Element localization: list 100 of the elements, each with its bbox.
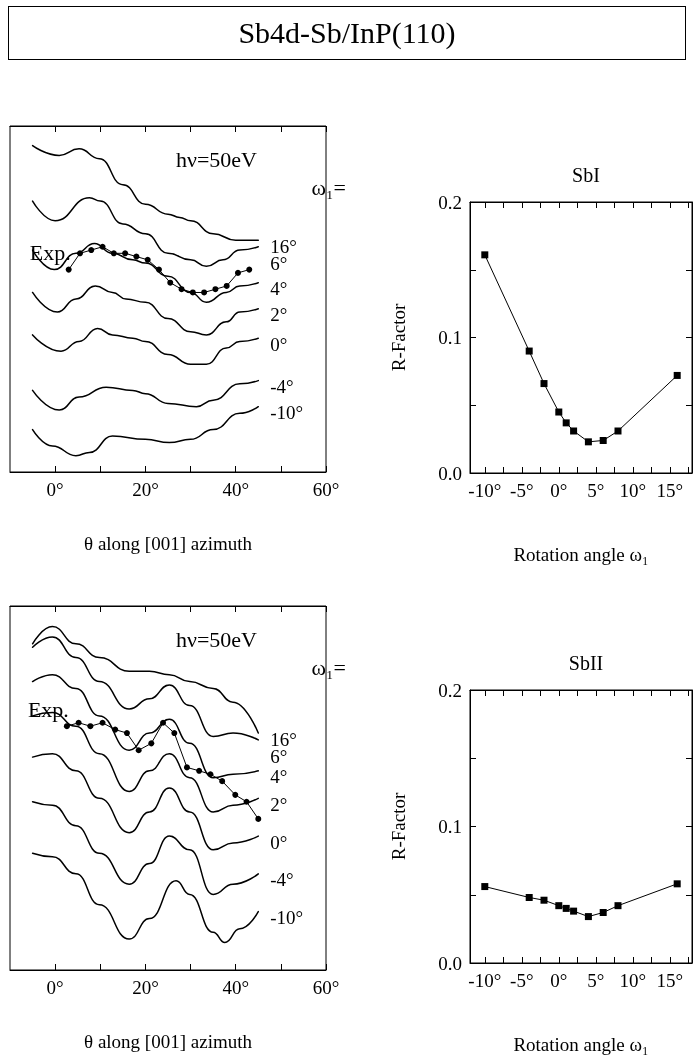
point <box>207 771 214 778</box>
series-label: 4° <box>270 278 288 300</box>
y-tick-label: 0.2 <box>438 191 462 213</box>
point <box>599 908 607 916</box>
point <box>133 253 140 260</box>
point <box>99 719 106 726</box>
x-tick-label: 0° <box>46 977 64 998</box>
annotation: ω₁= <box>311 654 346 680</box>
point <box>562 419 570 427</box>
point <box>255 815 262 822</box>
y-tick-label: 0.2 <box>438 679 462 701</box>
point <box>234 269 241 276</box>
y-tick-label: 0.0 <box>438 462 462 484</box>
point <box>63 723 70 730</box>
x-axis-title: Rotation angle ω₁ <box>513 544 649 565</box>
series-label: 0° <box>270 831 288 853</box>
x-tick-label: 0° <box>46 479 64 500</box>
point <box>201 289 208 296</box>
y-axis-title: R-Factor <box>388 303 409 372</box>
point <box>75 719 82 726</box>
point <box>599 436 607 444</box>
point <box>525 347 533 355</box>
point <box>223 282 230 289</box>
x-tick-label: -10° <box>468 970 502 991</box>
y-tick-label: 0.1 <box>438 816 462 837</box>
point <box>243 798 250 805</box>
x-tick-label: -5° <box>510 480 534 501</box>
point <box>167 279 174 286</box>
chart-title: SbII <box>568 652 604 674</box>
x-tick-label: 40° <box>222 479 250 500</box>
point <box>570 907 578 915</box>
x-tick-label: 0° <box>550 480 568 501</box>
x-tick-label: 20° <box>132 977 159 998</box>
y-axis-title: R-Factor <box>388 792 409 861</box>
point <box>570 427 578 435</box>
x-tick-label: 10° <box>619 480 647 501</box>
y-tick-label: 0.1 <box>438 327 462 348</box>
point <box>614 902 622 910</box>
y-tick-label: 0.0 <box>438 952 462 974</box>
x-tick-label: 60° <box>312 977 340 998</box>
point <box>555 408 563 416</box>
point <box>584 438 592 446</box>
point <box>673 371 681 379</box>
x-tick-label: 5° <box>587 480 605 501</box>
series-label: -4° <box>270 376 294 398</box>
x-tick-label: -10° <box>468 480 502 501</box>
x-tick-label: -5° <box>510 970 534 991</box>
x-axis-title: Rotation angle ω₁ <box>513 1034 649 1055</box>
chart-title: SbI <box>572 164 600 186</box>
series-label: 2° <box>270 304 288 326</box>
series-label: 0° <box>270 333 288 355</box>
annotation: hν=50eV <box>175 146 258 172</box>
series-label: 4° <box>270 766 288 788</box>
point <box>76 250 83 257</box>
point <box>212 286 219 293</box>
point <box>555 902 563 910</box>
point <box>584 913 592 921</box>
point <box>88 247 95 254</box>
point <box>178 286 185 293</box>
point <box>171 730 178 737</box>
point <box>481 883 489 891</box>
point <box>219 778 226 785</box>
point <box>183 764 190 771</box>
point <box>673 880 681 888</box>
x-tick-label: 60° <box>312 479 340 500</box>
point <box>189 289 196 296</box>
x-tick-label: 5° <box>587 970 605 991</box>
point <box>87 723 94 730</box>
point <box>246 266 253 273</box>
series-label: -4° <box>270 869 294 891</box>
point <box>112 726 119 733</box>
point <box>135 747 142 754</box>
x-tick-label: 15° <box>656 480 684 501</box>
point <box>232 791 239 798</box>
point <box>155 266 162 273</box>
point <box>148 740 155 747</box>
point <box>144 256 151 263</box>
point <box>540 896 548 904</box>
x-tick-label: 15° <box>656 970 684 991</box>
point <box>110 250 117 257</box>
point <box>196 767 203 774</box>
point <box>481 251 489 259</box>
x-tick-label: 0° <box>550 970 568 991</box>
point <box>122 250 129 257</box>
point <box>160 719 167 726</box>
annotation: ω₁= <box>311 174 346 200</box>
x-axis-title: θ along [001] azimuth <box>84 1031 253 1052</box>
series-label: -10° <box>270 402 304 424</box>
annotation: hν=50eV <box>175 626 258 652</box>
point <box>123 730 130 737</box>
chart-title: Sb4d-Sb/InP(110) <box>8 6 686 60</box>
point <box>65 266 72 273</box>
series-label: 2° <box>270 793 288 815</box>
x-tick-label: 10° <box>619 970 647 991</box>
x-axis-title: θ along [001] azimuth <box>84 533 253 554</box>
point <box>540 380 548 388</box>
series-label: -10° <box>270 907 304 929</box>
x-tick-label: 40° <box>222 977 250 998</box>
point <box>525 893 533 901</box>
point <box>614 427 622 435</box>
